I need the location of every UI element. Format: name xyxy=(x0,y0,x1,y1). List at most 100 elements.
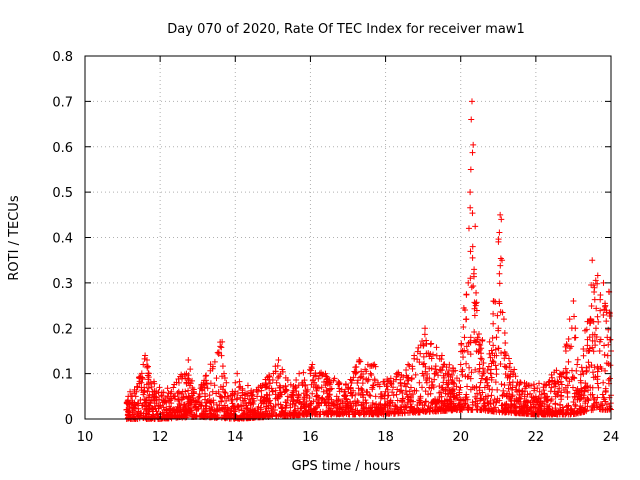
data-point xyxy=(386,402,393,409)
data-point xyxy=(197,403,204,410)
data-point xyxy=(148,384,155,391)
data-point xyxy=(150,378,157,385)
data-point xyxy=(398,387,405,394)
data-point xyxy=(471,305,478,312)
data-point xyxy=(407,384,414,391)
data-point xyxy=(131,390,138,397)
data-point xyxy=(206,392,213,399)
data-markers xyxy=(123,98,614,422)
data-point xyxy=(158,389,165,396)
data-point xyxy=(183,370,190,377)
data-point xyxy=(472,393,479,400)
data-point xyxy=(367,405,374,412)
data-point xyxy=(216,402,223,409)
data-point xyxy=(279,368,286,375)
data-point xyxy=(592,374,599,381)
data-point xyxy=(580,370,587,377)
data-point xyxy=(602,385,609,392)
data-point xyxy=(467,275,474,282)
data-point xyxy=(584,403,591,410)
data-point xyxy=(161,409,168,416)
data-point xyxy=(258,393,265,400)
data-point xyxy=(558,396,565,403)
data-point xyxy=(532,393,539,400)
data-point xyxy=(299,379,306,386)
data-point xyxy=(468,369,475,376)
data-point xyxy=(547,397,554,404)
data-point xyxy=(369,400,376,407)
data-point xyxy=(414,356,421,363)
data-point xyxy=(230,408,237,415)
data-point xyxy=(370,382,377,389)
data-point xyxy=(445,380,452,387)
data-point xyxy=(215,388,222,395)
data-point xyxy=(593,305,600,312)
data-point xyxy=(192,404,199,411)
data-point xyxy=(486,350,493,357)
data-point xyxy=(511,366,518,373)
data-point xyxy=(179,388,186,395)
data-point xyxy=(589,337,596,344)
data-point xyxy=(290,392,297,399)
data-point xyxy=(547,388,554,395)
data-point xyxy=(521,393,528,400)
data-point xyxy=(467,189,474,196)
data-point xyxy=(143,410,150,417)
data-point xyxy=(198,381,205,388)
data-point xyxy=(125,393,132,400)
data-point xyxy=(134,384,141,391)
data-point xyxy=(572,334,579,341)
data-point xyxy=(504,374,511,381)
data-point xyxy=(589,391,596,398)
data-point xyxy=(172,413,179,420)
data-point xyxy=(244,405,251,412)
data-point xyxy=(574,356,581,363)
data-point xyxy=(360,375,367,382)
data-point xyxy=(360,399,367,406)
data-point xyxy=(251,397,258,404)
data-point xyxy=(317,408,324,415)
data-point xyxy=(385,377,392,384)
data-point xyxy=(262,408,269,415)
data-point xyxy=(600,394,607,401)
data-point xyxy=(343,396,350,403)
data-point xyxy=(312,383,319,390)
data-point xyxy=(326,395,333,402)
data-point xyxy=(472,339,479,346)
data-point xyxy=(149,408,156,415)
data-point xyxy=(476,387,483,394)
data-point xyxy=(479,338,486,345)
data-point xyxy=(488,392,495,399)
data-point xyxy=(368,372,375,379)
data-point xyxy=(371,377,378,384)
data-point xyxy=(309,361,316,368)
data-point xyxy=(421,402,428,409)
data-point xyxy=(490,405,497,412)
data-point xyxy=(284,377,291,384)
data-point xyxy=(221,370,228,377)
data-point xyxy=(565,335,572,342)
data-point xyxy=(470,282,477,289)
data-point xyxy=(433,352,440,359)
data-point xyxy=(600,379,607,386)
data-point xyxy=(318,400,325,407)
data-point xyxy=(355,410,362,417)
data-point xyxy=(224,393,231,400)
data-point xyxy=(472,302,479,309)
data-point xyxy=(263,403,270,410)
data-point xyxy=(135,405,142,412)
data-point xyxy=(495,345,502,352)
data-point xyxy=(475,349,482,356)
data-point xyxy=(420,361,427,368)
data-point xyxy=(354,407,361,414)
data-point xyxy=(412,371,419,378)
data-point xyxy=(175,397,182,404)
data-point xyxy=(401,380,408,387)
data-point xyxy=(475,331,482,338)
data-point xyxy=(420,353,427,360)
data-point xyxy=(501,363,508,370)
data-point xyxy=(585,359,592,366)
data-point xyxy=(602,302,609,309)
data-point xyxy=(368,409,375,416)
data-point xyxy=(347,376,354,383)
